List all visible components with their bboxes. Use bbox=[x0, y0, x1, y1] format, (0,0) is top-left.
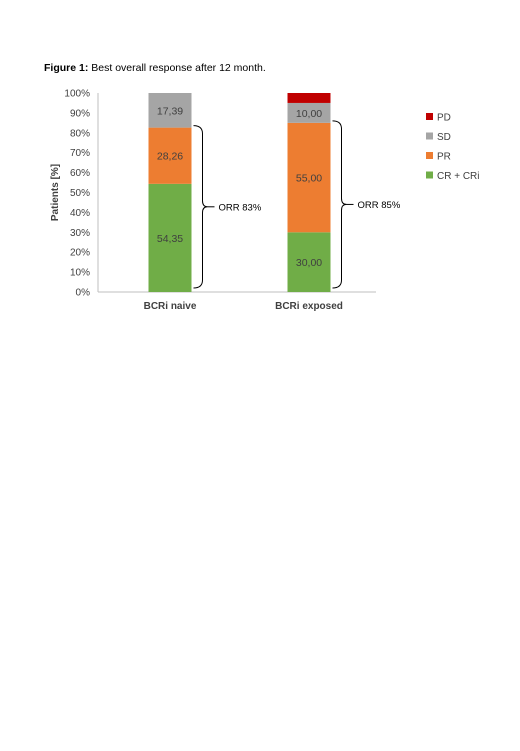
orr-annotation: ORR 83% bbox=[219, 202, 262, 213]
y-tick-label: 10% bbox=[70, 268, 90, 279]
x-category-label: BCRi exposed bbox=[275, 301, 343, 312]
data-label: 28,26 bbox=[157, 151, 183, 163]
legend-swatch-cr-cri bbox=[426, 171, 433, 179]
y-axis-label: Patients [%] bbox=[50, 164, 61, 221]
legend-label-sd: SD bbox=[437, 132, 451, 143]
bar-sd-bcri-exposed bbox=[287, 102, 331, 123]
y-tick-label: 100% bbox=[64, 89, 90, 100]
bar-pd-bcri-exposed bbox=[287, 93, 331, 103]
data-label: 54,35 bbox=[157, 233, 183, 245]
y-tick-label: 60% bbox=[70, 168, 90, 179]
legend-swatch-pd bbox=[426, 113, 433, 120]
data-label: 30,00 bbox=[296, 257, 322, 269]
bar-cr-cri-bcri-exposed bbox=[287, 232, 331, 292]
bar-sd-bcri-naive bbox=[148, 93, 192, 128]
caption-text: Best overall response after 12 month. bbox=[88, 62, 266, 74]
y-tick-label: 90% bbox=[70, 108, 90, 119]
bar-pr-bcri-exposed bbox=[287, 122, 331, 233]
y-tick-label: 0% bbox=[76, 288, 91, 299]
legend-label-pd: PD bbox=[437, 113, 451, 124]
y-tick-label: 20% bbox=[70, 248, 90, 259]
orr-annotation: ORR 85% bbox=[358, 200, 401, 211]
legend-label-pr: PR bbox=[437, 152, 451, 163]
y-tick-label: 70% bbox=[70, 148, 90, 159]
bar-pr-bcri-naive bbox=[148, 127, 192, 184]
bar-cr-cri-bcri-naive bbox=[148, 183, 192, 292]
data-label: 17,39 bbox=[157, 105, 183, 117]
y-tick-label: 80% bbox=[70, 128, 90, 139]
x-category-label: BCRi naive bbox=[144, 301, 197, 312]
legend-swatch-pr bbox=[426, 152, 433, 159]
caption-lead: Figure 1: bbox=[44, 62, 89, 74]
legend-swatch-sd bbox=[426, 132, 433, 140]
y-tick-label: 30% bbox=[70, 228, 90, 239]
y-tick-label: 50% bbox=[70, 188, 90, 199]
orr-brace bbox=[193, 125, 208, 289]
figure-caption: Figure 1: Best overall response after 12… bbox=[44, 62, 266, 74]
orr-brace bbox=[332, 120, 347, 289]
data-label: 55,00 bbox=[296, 173, 322, 185]
y-tick-label: 40% bbox=[70, 208, 90, 219]
legend-label-cr-cri: CR + CRi bbox=[437, 171, 480, 182]
data-label: 10,00 bbox=[296, 108, 322, 120]
